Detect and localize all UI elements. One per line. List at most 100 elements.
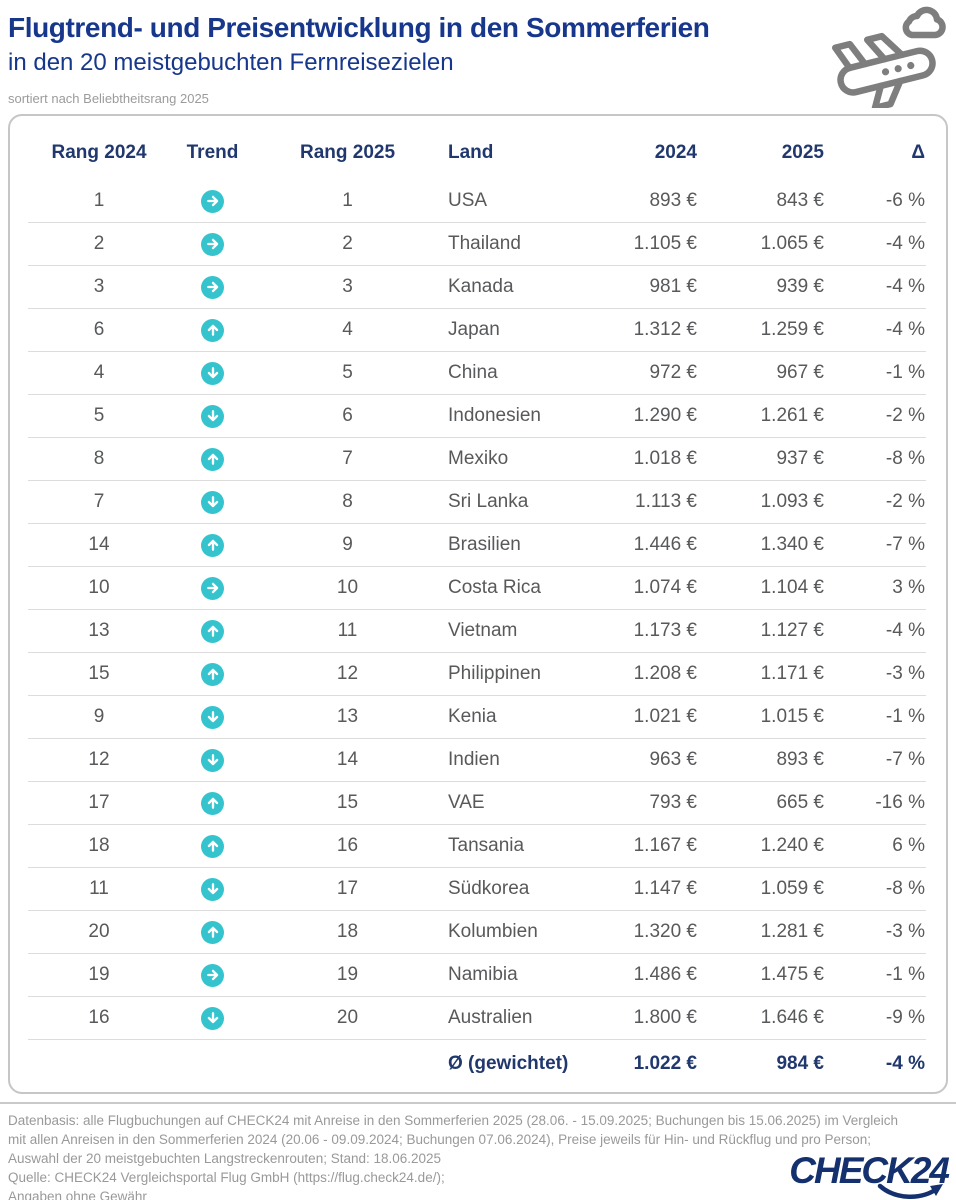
rank-2025-cell: 19	[336, 964, 359, 985]
country-cell: Kenia	[448, 706, 497, 727]
trend-cell	[170, 1006, 255, 1030]
delta-cell: -4 %	[885, 233, 925, 254]
trend-arrow-icon	[201, 791, 224, 815]
col-header-2025: 2025	[781, 142, 824, 163]
trend-cell	[170, 318, 255, 342]
trend-cell	[170, 791, 255, 815]
table-row: 12 14 Indien 963 € 893 € -7 %	[28, 739, 926, 782]
trend-cell	[170, 232, 255, 256]
rank-2025-cell: 16	[336, 835, 359, 856]
weighted-average-row: Ø (gewichtet) 1.022 € 984 € -4 %	[28, 1040, 926, 1088]
rank-2024-cell: 11	[89, 878, 109, 899]
price-2024-cell: 1.018 €	[633, 448, 697, 469]
price-2024-cell: 1.320 €	[633, 921, 697, 942]
rank-2025-cell: 20	[336, 1007, 359, 1028]
price-2025-cell: 1.171 €	[760, 663, 824, 684]
country-cell: Indonesien	[448, 405, 541, 426]
price-2025-cell: 1.261 €	[760, 405, 824, 426]
footer-line: Angaben ohne Gewähr	[8, 1188, 147, 1200]
trend-cell	[170, 404, 255, 428]
delta-cell: -1 %	[885, 362, 925, 383]
rank-2025-cell: 7	[342, 448, 353, 469]
price-2024-cell: 1.486 €	[633, 964, 697, 985]
logo-smile-arrow-icon	[877, 1183, 943, 1199]
price-2025-cell: 1.093 €	[760, 491, 824, 512]
col-header-rang-2025: Rang 2025	[299, 142, 396, 163]
country-cell: China	[448, 362, 498, 383]
rank-2025-cell: 13	[336, 706, 359, 727]
ranking-table-card: Rang 2024 Trend Rang 2025 Land 2024 2025…	[8, 114, 948, 1094]
trend-cell	[170, 447, 255, 471]
price-2025-cell: 939 €	[776, 276, 824, 297]
price-2025-cell: 937 €	[776, 448, 824, 469]
country-cell: Kolumbien	[448, 921, 538, 942]
trend-arrow-icon	[201, 662, 224, 686]
delta-cell: -8 %	[885, 878, 925, 899]
price-2024-cell: 1.167 €	[633, 835, 697, 856]
table-row: 19 19 Namibia 1.486 € 1.475 € -1 %	[28, 954, 926, 997]
rank-2024-cell: 13	[88, 620, 110, 641]
col-header-delta: Δ	[911, 142, 925, 163]
country-cell: Thailand	[448, 233, 521, 254]
table-row: 5 6 Indonesien 1.290 € 1.261 € -2 %	[28, 395, 926, 438]
table-row: 7 8 Sri Lanka 1.113 € 1.093 € -2 %	[28, 481, 926, 524]
country-cell: Vietnam	[448, 620, 518, 641]
rank-2025-cell: 1	[342, 190, 353, 211]
price-2024-cell: 1.208 €	[633, 663, 697, 684]
delta-cell: -1 %	[885, 706, 925, 727]
col-header-rang-2024: Rang 2024	[51, 142, 147, 163]
delta-cell: -2 %	[885, 405, 925, 426]
price-2024-cell: 893 €	[649, 190, 697, 211]
rank-2024-cell: 5	[93, 405, 105, 426]
col-header-trend: Trend	[186, 142, 239, 163]
delta-cell: -4 %	[885, 276, 925, 297]
rank-2024-cell: 15	[88, 663, 110, 684]
table-row: 20 18 Kolumbien 1.320 € 1.281 € -3 %	[28, 911, 926, 954]
trend-arrow-icon	[201, 705, 224, 729]
trend-cell	[170, 662, 255, 686]
price-2025-cell: 1.059 €	[760, 878, 824, 899]
rank-2024-cell: 3	[93, 276, 105, 297]
trend-cell	[170, 619, 255, 643]
rank-2024-cell: 4	[93, 362, 105, 383]
trend-arrow-icon	[201, 834, 224, 858]
price-2025-cell: 1.015 €	[760, 706, 824, 727]
country-cell: Tansania	[448, 835, 525, 856]
table-row: 10 10 Costa Rica 1.074 € 1.104 € 3 %	[28, 567, 926, 610]
table-row: 9 13 Kenia 1.021 € 1.015 € -1 %	[28, 696, 926, 739]
trend-cell	[170, 576, 255, 600]
delta-cell: -16 %	[875, 792, 925, 813]
table-row: 11 17 Südkorea 1.147 € 1.059 € -8 %	[28, 868, 926, 911]
rank-2024-cell: 16	[88, 1007, 110, 1028]
trend-arrow-icon	[201, 490, 224, 514]
rank-2025-cell: 5	[342, 362, 353, 383]
price-2025-cell: 1.065 €	[760, 233, 824, 254]
trend-cell	[170, 490, 255, 514]
price-2025-cell: 893 €	[776, 749, 824, 770]
rank-2024-cell: 9	[93, 706, 105, 727]
footer: Datenbasis: alle Flugbuchungen auf CHECK…	[0, 1104, 956, 1200]
rank-2024-cell: 10	[88, 577, 110, 598]
table-row: 2 2 Thailand 1.105 € 1.065 € -4 %	[28, 223, 926, 266]
trend-cell	[170, 189, 255, 213]
price-2025-cell: 1.259 €	[760, 319, 824, 340]
delta-cell: -3 %	[885, 663, 925, 684]
price-2025-cell: 1.127 €	[760, 620, 824, 641]
price-2024-cell: 1.074 €	[633, 577, 697, 598]
price-2024-cell: 981 €	[649, 276, 697, 297]
price-2025-cell: 1.240 €	[760, 835, 824, 856]
trend-arrow-icon	[201, 920, 224, 944]
average-price-2024: 1.022 €	[633, 1053, 697, 1074]
rank-2024-cell: 18	[88, 835, 110, 856]
average-label: Ø (gewichtet)	[448, 1053, 569, 1074]
delta-cell: -9 %	[885, 1007, 925, 1028]
rank-2024-cell: 6	[93, 319, 105, 340]
trend-cell	[170, 275, 255, 299]
footer-line: mit allen Anreisen in den Sommerferien 2…	[8, 1131, 872, 1147]
rank-2024-cell: 12	[88, 749, 110, 770]
trend-arrow-icon	[201, 877, 224, 901]
rank-2025-cell: 11	[337, 620, 358, 641]
table-row: 14 9 Brasilien 1.446 € 1.340 € -7 %	[28, 524, 926, 567]
footer-line: Auswahl der 20 meistgebuchten Langstreck…	[8, 1150, 442, 1166]
